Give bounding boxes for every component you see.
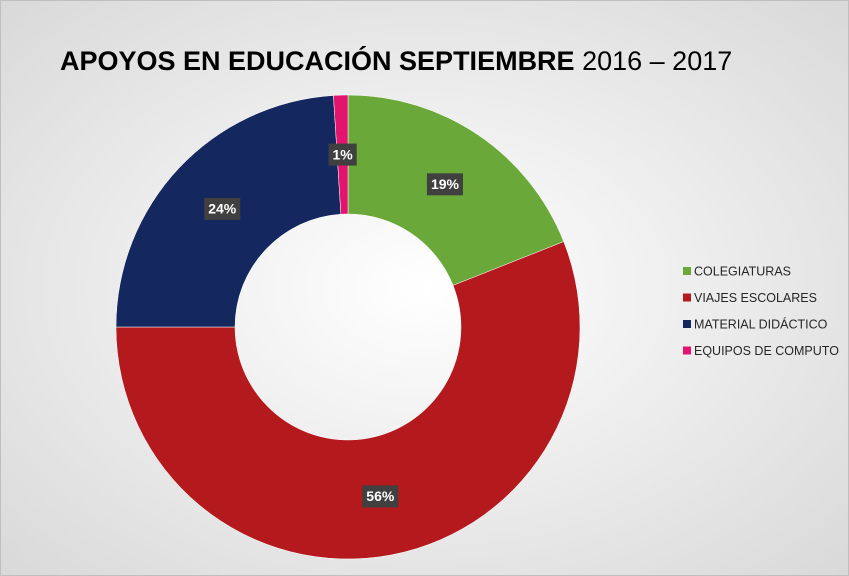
title-years: 2016 – 2017 xyxy=(582,46,732,76)
data-label: 24% xyxy=(204,197,241,220)
data-label-box xyxy=(426,173,463,196)
legend-swatch xyxy=(683,267,691,275)
donut-segment xyxy=(115,241,581,560)
data-label-text: 1% xyxy=(332,146,353,162)
data-label-text: 56% xyxy=(366,488,395,504)
legend-label: MATERIAL DIDÁCTICO xyxy=(694,316,828,331)
data-label-box xyxy=(204,197,241,220)
legend-swatch xyxy=(683,293,691,302)
data-label: 56% xyxy=(362,485,399,508)
legend-label: VIAJES ESCOLARES xyxy=(694,291,817,305)
data-label-text: 19% xyxy=(431,176,460,192)
data-label-box xyxy=(362,485,399,508)
data-label: 1% xyxy=(328,143,357,166)
legend-swatch xyxy=(683,346,691,355)
legend-label: COLEGIATURAS xyxy=(694,264,791,278)
chart-title: APOYOS EN EDUCACIÓN SEPTIEMBRE 2016 – 20… xyxy=(60,45,732,76)
legend-swatch xyxy=(683,320,691,328)
data-label-box xyxy=(328,143,357,166)
legend-label: EQUIPOS DE COMPUTO xyxy=(694,344,839,358)
title-bold: APOYOS EN EDUCACIÓN SEPTIEMBRE xyxy=(60,45,575,76)
data-label-text: 24% xyxy=(208,201,237,217)
data-label: 19% xyxy=(426,173,463,196)
